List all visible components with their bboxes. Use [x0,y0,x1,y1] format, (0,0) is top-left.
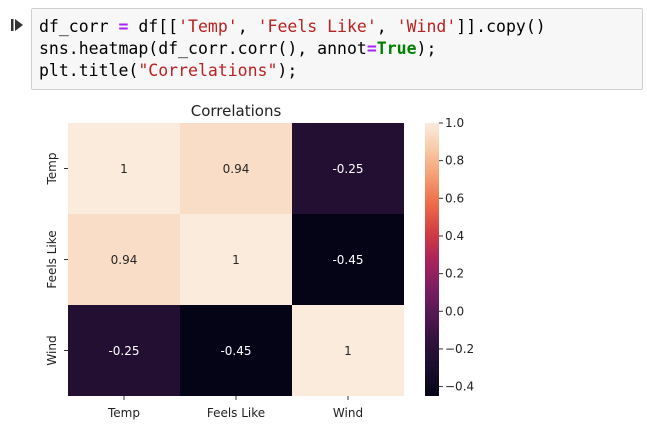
code-cell[interactable]: df_corr = df[['Temp', 'Feels Like', 'Win… [31,8,643,90]
code-token: "Correlations" [138,61,278,80]
heatmap-cell [68,305,180,396]
colorbar-tick-label: −0.4 [445,380,474,394]
heatmap-cell [292,305,404,396]
cell-annotation: 1 [120,162,128,176]
code-token: 'Temp' [178,17,238,36]
x-tick-label: Temp [107,406,140,420]
colorbar-tick-label: 0.6 [445,191,464,205]
heatmap-cell [180,123,292,214]
cell-annotation: 0.94 [223,162,250,176]
colorbar-tick-label: 0.0 [445,304,464,318]
code-token: = [366,39,377,58]
chart-title: Correlations [191,102,282,120]
code-token: df[[ [128,17,179,36]
colorbar-tick-label: 0.2 [445,267,464,281]
heatmap-cell [68,214,180,305]
cell-annotation: 0.94 [111,253,138,267]
code-token: sns.heatmap(df_corr.corr(), annot [39,39,367,58]
code-token: df_corr [39,17,119,36]
code-line: sns.heatmap(df_corr.corr(), annot=True); [39,38,642,60]
code-token: , [237,17,258,36]
y-tick-label: Temp [45,153,59,186]
colorbar-tick-label: −0.2 [445,342,474,356]
code-token: ); [416,39,437,58]
heatmap-cell [180,214,292,305]
heatmap-cell [292,214,404,305]
colorbar-tick-label: 0.4 [445,229,464,243]
cell-annotation: 1 [232,253,240,267]
y-tick-label: Wind [45,335,59,365]
run-cell-icon[interactable] [10,18,24,32]
cell-annotation: -0.45 [332,253,363,267]
code-token: plt.title( [39,61,139,80]
code-token: , [376,17,397,36]
correlation-heatmap: Correlations 1 0.94 -0.25 0.94 1 -0.45 -0.25 -0.… [45,102,474,420]
colorbar-tick-label: 0.8 [445,154,464,168]
code-token: ]].copy() [456,17,546,36]
code-token: True [376,39,417,58]
cell-annotation: -0.45 [220,344,251,358]
heatmap-cell [180,305,292,396]
cell-annotation: -0.25 [108,344,139,358]
colorbar [425,123,439,396]
code-token: = [118,17,129,36]
code-token: ); [277,61,298,80]
heatmap-cell [68,123,180,214]
code-line: df_corr = df[['Temp', 'Feels Like', 'Win… [39,16,642,38]
x-tick-label: Feels Like [207,406,265,420]
y-tick-label: Feels Like [45,230,59,288]
code-token: 'Feels Like' [257,17,377,36]
heatmap-cell [292,123,404,214]
code-line: plt.title("Correlations"); [39,60,642,82]
code-token: 'Wind' [396,17,457,36]
cell-annotation: -0.25 [332,162,363,176]
cell-annotation: 1 [344,344,352,358]
x-tick-label: Wind [333,406,363,420]
colorbar-tick-label: 1.0 [445,116,464,130]
